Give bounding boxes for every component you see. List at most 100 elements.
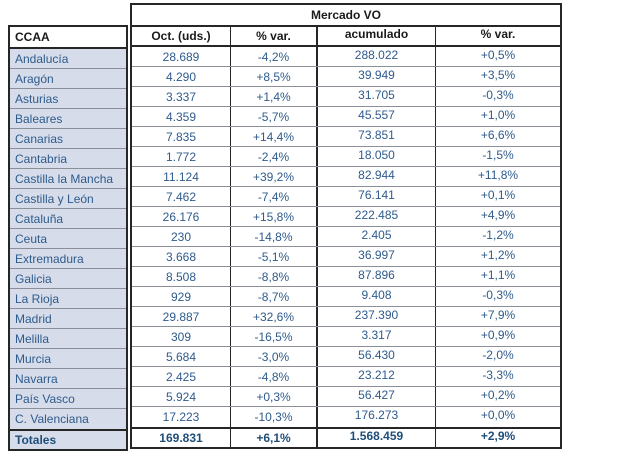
table-row: 2.425 -4,8% 23.212 -3,3% — [132, 367, 560, 387]
mercado-vo-box: Mercado VO Oct. (uds.) % var. acumulado … — [130, 3, 562, 449]
table-cell: 73.851 — [316, 127, 435, 146]
table-cell: -4,2% — [230, 47, 316, 66]
table-cell: -1,2% — [435, 227, 560, 246]
table-cell: +0,5% — [435, 47, 560, 66]
table-cell: -10,3% — [230, 407, 316, 427]
table-cell: +0,9% — [435, 327, 560, 346]
table-cell: 9.408 — [316, 287, 435, 306]
table-cell: 39.949 — [316, 67, 435, 86]
table-cell: -5,1% — [230, 247, 316, 266]
table-cell: +2,9% — [435, 429, 560, 447]
table-cell: +15,8% — [230, 207, 316, 226]
table-row: 4.290 +8,5% 39.949 +3,5% — [132, 67, 560, 87]
table-cell: 3.317 — [316, 327, 435, 346]
table-cell: 222.485 — [316, 207, 435, 226]
table-cell: 1.772 — [165, 149, 197, 164]
column-header-acumulado: acumulado — [316, 27, 435, 45]
table-cell: 309 — [170, 329, 192, 344]
table-row: 7.835 +14,4% 73.851 +6,6% — [132, 127, 560, 147]
table-cell: 2.405 — [316, 227, 435, 246]
table-cell: -1,5% — [435, 147, 560, 166]
table-row: 29.887 +32,6% 237.390 +7,9% — [132, 307, 560, 327]
table-cell: +1,0% — [435, 107, 560, 126]
table-cell: +11,8% — [435, 167, 560, 186]
table-cell: 230 — [170, 229, 192, 244]
table-cell: +1,1% — [435, 267, 560, 286]
table-cell: 18.050 — [316, 147, 435, 166]
table-cell: 28.689 — [162, 49, 200, 64]
table-cell: 176.273 — [316, 407, 435, 427]
table-row: 11.124 +39,2% 82.944 +11,8% — [132, 167, 560, 187]
table-cell: 82.944 — [316, 167, 435, 186]
region-label: Ceuta — [10, 229, 126, 249]
data-rows-container: 28.689 -4,2% 288.022 +0,5% 4.290 +8,5% 39.949 +… — [132, 47, 560, 447]
column-header-row: Oct. (uds.) % var. acumulado % var. — [132, 27, 560, 47]
table-cell: 8.508 — [165, 269, 197, 284]
table-cell: -16,5% — [230, 327, 316, 346]
table-row: 17.223 -10,3% 176.273 +0,0% — [132, 407, 560, 427]
table-cell: 11.124 — [163, 169, 199, 184]
table-cell: 4.290 — [165, 69, 197, 84]
table-cell: +6,6% — [435, 127, 560, 146]
table-row: 8.508 -8,8% 87.896 +1,1% — [132, 267, 560, 287]
region-label: País Vasco — [10, 389, 126, 409]
table-title: Mercado VO — [132, 5, 560, 27]
table-cell: 3.668 — [165, 249, 197, 264]
table-row: 929 -8,7% 9.408 -0,3% — [132, 287, 560, 307]
column-header-var-accum: % var. — [435, 27, 560, 45]
table-cell: -8,7% — [230, 287, 316, 306]
region-label: Cataluña — [10, 209, 126, 229]
table-cell: +0,1% — [435, 187, 560, 206]
table-cell: +6,1% — [230, 429, 316, 447]
table-cell: 237.390 — [316, 307, 435, 326]
table-cell: +7,9% — [435, 307, 560, 326]
table-row: 5.684 -3,0% 56.430 -2,0% — [132, 347, 560, 367]
region-label: Baleares — [10, 109, 126, 129]
table-cell: 5.924 — [165, 389, 197, 404]
table-cell: 29.887 — [162, 309, 200, 324]
table-cell: +1,4% — [230, 87, 316, 106]
table-cell: -3,0% — [230, 347, 316, 366]
table-cell: 5.684 — [165, 349, 197, 364]
table-row: 1.772 -2,4% 18.050 -1,5% — [132, 147, 560, 167]
table-cell: -2,4% — [230, 147, 316, 166]
table-cell: 36.997 — [316, 247, 435, 266]
table-cell: +32,6% — [230, 307, 316, 326]
totals-row-label: Totales — [10, 429, 126, 449]
table-cell: -2,0% — [435, 347, 560, 366]
table-cell: 76.141 — [316, 187, 435, 206]
region-label: Castilla y León — [10, 189, 126, 209]
table-cell: 169.831 — [159, 431, 203, 445]
table-cell: 929 — [170, 289, 192, 304]
table-cell: +4,9% — [435, 207, 560, 226]
table-row: 230 -14,8% 2.405 -1,2% — [132, 227, 560, 247]
table-cell: -8,8% — [230, 267, 316, 286]
table-row: 4.359 -5,7% 45.557 +1,0% — [132, 107, 560, 127]
table-cell: +0,3% — [230, 387, 316, 406]
table-cell: 7.835 — [165, 129, 197, 144]
region-label: Andalucía — [10, 49, 126, 69]
table-cell: 7.462 — [165, 189, 197, 204]
region-label: Murcia — [10, 349, 126, 369]
region-label: Madrid — [10, 309, 126, 329]
table-row: 26.176 +15,8% 222.485 +4,9% — [132, 207, 560, 227]
table-row: 7.462 -7,4% 76.141 +0,1% — [132, 187, 560, 207]
region-label: Castilla la Mancha — [10, 169, 126, 189]
totals-row: 169.831 +6,1% 1.568.459 +2,9% — [132, 427, 560, 447]
region-label: Aragón — [10, 69, 126, 89]
region-label: Cantabria — [10, 149, 126, 169]
table-cell: +1,2% — [435, 247, 560, 266]
region-label: Navarra — [10, 369, 126, 389]
table-row: 3.668 -5,1% 36.997 +1,2% — [132, 247, 560, 267]
table-row: 3.337 +1,4% 31.705 -0,3% — [132, 87, 560, 107]
table-cell: 288.022 — [316, 47, 435, 66]
column-header-var-month: % var. — [230, 27, 316, 45]
table-cell: 2.425 — [165, 369, 197, 384]
table-cell: -0,3% — [435, 87, 560, 106]
table-row: 309 -16,5% 3.317 +0,9% — [132, 327, 560, 347]
table-cell: 17.223 — [162, 410, 200, 424]
region-label: Extremadura — [10, 249, 126, 269]
table-cell: +0,0% — [435, 407, 560, 427]
table-cell: 87.896 — [316, 267, 435, 286]
